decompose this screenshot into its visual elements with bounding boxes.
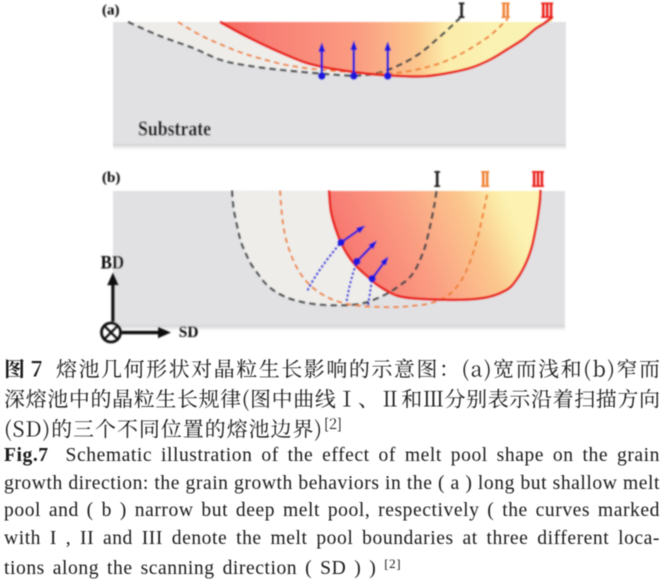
svg-text:Substrate: Substrate (138, 117, 211, 141)
svg-text:(b): (b) (102, 170, 120, 186)
svg-text:(a): (a) (102, 2, 120, 18)
svg-text:SD: SD (179, 322, 199, 341)
svg-text:BD: BD (101, 253, 125, 273)
